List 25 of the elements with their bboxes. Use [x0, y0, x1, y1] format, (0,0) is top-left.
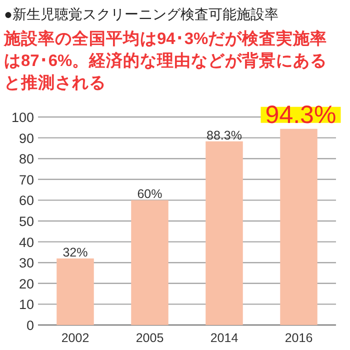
data-label: 88.3%: [206, 128, 242, 142]
chart-title: ●新生児聴覚スクリーニング検査可能施設率: [4, 6, 278, 24]
chart-subtitle: 施設率の全国平均は94･3%だが検査実施率は87･6%。経済的な理由などが背景にあると推測される: [4, 28, 328, 94]
y-tick-label: 40: [18, 234, 34, 250]
y-tick-label: 30: [18, 256, 34, 271]
bar: [56, 258, 94, 325]
y-tick-label: 80: [18, 152, 34, 167]
y-tick-label: 90: [18, 130, 34, 146]
y-tick-label: 50: [18, 214, 34, 229]
x-tick-label: 2014: [210, 331, 238, 345]
bar: [280, 128, 318, 325]
y-tick-label: 10: [18, 297, 34, 312]
y-tick-label: 70: [18, 172, 34, 188]
data-label: 32%: [62, 245, 88, 260]
bar: [131, 200, 168, 325]
data-label: 60%: [137, 187, 162, 202]
y-tick-label: 0: [26, 318, 34, 333]
bar: [206, 141, 243, 325]
data-label: 94.3%: [265, 100, 336, 129]
y-tick-label: 20: [18, 276, 34, 292]
x-tick-label: 2002: [61, 331, 90, 345]
x-tick-label: 2005: [136, 331, 164, 345]
x-tick-label: 2016: [284, 331, 313, 345]
y-tick-label: 60: [18, 193, 34, 208]
y-tick-label: 100: [11, 110, 34, 125]
